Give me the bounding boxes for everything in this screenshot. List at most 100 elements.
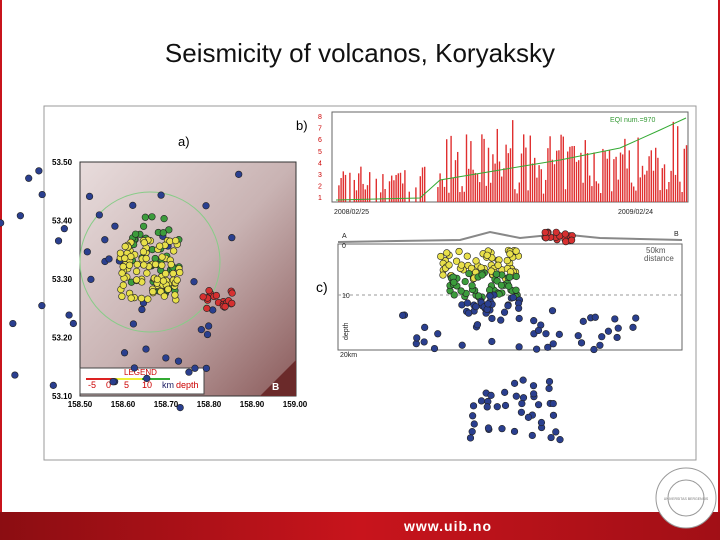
event xyxy=(533,345,541,353)
event xyxy=(510,379,519,387)
scale-label: distance xyxy=(644,254,674,263)
event xyxy=(510,427,519,436)
lon-tick: 158.80 xyxy=(197,400,222,409)
event xyxy=(167,260,175,269)
event xyxy=(488,337,496,346)
event xyxy=(111,222,119,230)
bar xyxy=(644,174,646,202)
event xyxy=(497,281,506,289)
bar xyxy=(630,182,633,202)
y-tick: 5 xyxy=(318,149,322,156)
bar xyxy=(527,190,529,202)
event xyxy=(420,338,428,346)
event xyxy=(574,332,582,340)
bar xyxy=(353,179,355,202)
bar xyxy=(424,166,426,202)
y-tick: 1 xyxy=(318,195,322,202)
y-tick: 7 xyxy=(318,126,322,133)
event xyxy=(555,330,563,338)
event xyxy=(165,226,173,234)
event xyxy=(439,271,447,279)
event xyxy=(85,192,94,201)
event xyxy=(515,304,523,312)
lon-tick: 158.70 xyxy=(154,400,179,409)
event xyxy=(542,330,550,338)
event xyxy=(173,276,181,284)
bar xyxy=(375,178,377,202)
event xyxy=(544,343,552,351)
event xyxy=(613,333,621,342)
bar xyxy=(483,138,485,202)
event xyxy=(65,311,73,319)
bar xyxy=(626,168,628,202)
event xyxy=(118,269,126,277)
event xyxy=(504,302,512,310)
y-tick: 8 xyxy=(318,114,322,121)
bar xyxy=(661,168,663,202)
event xyxy=(632,314,640,322)
bar xyxy=(547,148,549,202)
bar xyxy=(534,157,536,202)
bar xyxy=(450,135,452,202)
event xyxy=(49,381,57,389)
bar xyxy=(382,174,384,202)
bar xyxy=(657,157,659,202)
bar xyxy=(490,182,492,202)
event xyxy=(137,294,146,302)
event xyxy=(483,403,491,411)
bar xyxy=(672,121,674,202)
event xyxy=(190,278,198,286)
bar xyxy=(659,190,661,202)
event xyxy=(466,434,475,442)
bar xyxy=(463,191,465,202)
event xyxy=(69,319,77,328)
bar xyxy=(340,178,342,202)
bar xyxy=(501,176,503,202)
scale-value: 50km xyxy=(646,246,666,255)
y-tick: 3 xyxy=(318,172,322,179)
bar xyxy=(578,160,580,202)
event xyxy=(170,247,178,255)
event xyxy=(228,234,236,242)
bar xyxy=(384,189,386,202)
event xyxy=(549,411,558,419)
bar xyxy=(523,134,525,202)
event xyxy=(445,261,453,269)
bar xyxy=(395,174,397,202)
logo xyxy=(655,467,717,529)
event xyxy=(25,174,33,182)
bar xyxy=(670,170,672,202)
event xyxy=(469,402,478,410)
event xyxy=(140,239,148,247)
event xyxy=(119,262,127,271)
bar xyxy=(540,169,542,202)
event xyxy=(512,247,520,255)
event xyxy=(121,254,129,262)
event xyxy=(119,281,127,289)
bar xyxy=(569,146,571,202)
event xyxy=(228,289,236,297)
event xyxy=(488,314,496,323)
event xyxy=(590,345,598,354)
bar xyxy=(518,182,520,202)
bar xyxy=(388,181,391,202)
event xyxy=(156,242,164,250)
depth-tick: 20km xyxy=(340,352,357,359)
event xyxy=(556,436,564,444)
bar xyxy=(465,134,468,202)
event xyxy=(549,399,557,408)
bar xyxy=(619,152,622,202)
legend-scale: 10 xyxy=(142,380,152,390)
event xyxy=(472,303,480,311)
bar xyxy=(419,176,421,202)
bar xyxy=(364,189,366,202)
event xyxy=(541,228,549,237)
bar xyxy=(454,160,457,202)
event xyxy=(545,384,553,393)
event xyxy=(494,261,502,269)
bar xyxy=(503,168,505,202)
event xyxy=(148,213,156,221)
bar xyxy=(593,152,595,202)
event xyxy=(421,323,429,331)
